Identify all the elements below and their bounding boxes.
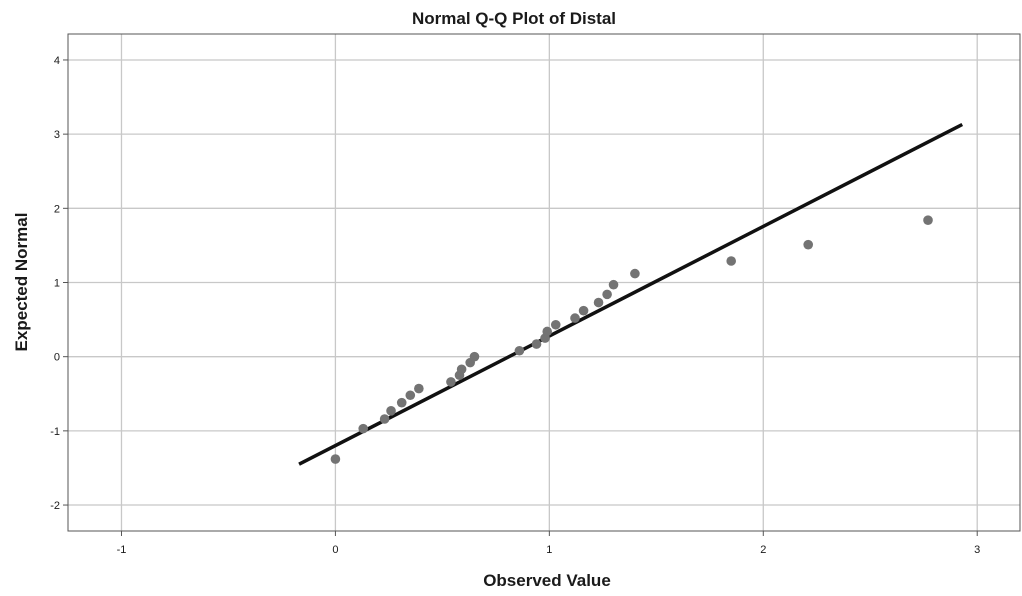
data-point — [630, 268, 640, 279]
data-point — [358, 423, 369, 434]
data-point — [379, 414, 390, 424]
data-point — [514, 345, 525, 356]
data-point — [386, 406, 396, 416]
data-point — [456, 364, 467, 375]
data-point — [550, 319, 561, 330]
data-point — [608, 279, 619, 290]
y-tick-label: 3 — [54, 129, 60, 141]
data-point — [405, 390, 416, 401]
data-point — [531, 339, 542, 349]
chart-title: Normal Q-Q Plot of Distal — [412, 9, 616, 28]
data-point — [330, 454, 341, 464]
axis-ticks: -1 0 1 2 3 -2 -1 0 1 2 3 4 — [50, 55, 980, 556]
x-axis-label: Observed Value — [483, 571, 611, 590]
plot-frame — [67, 33, 1021, 532]
grid-lines — [68, 34, 1020, 531]
data-point — [414, 383, 424, 394]
data-points — [330, 215, 933, 464]
y-tick-label: 1 — [54, 278, 60, 290]
data-point — [593, 297, 604, 308]
data-point — [570, 313, 580, 323]
data-point — [542, 326, 553, 337]
data-point — [396, 397, 407, 408]
data-point — [469, 351, 480, 362]
y-axis-label: Expected Normal — [12, 213, 31, 352]
data-point — [602, 289, 612, 300]
x-tick-label: 0 — [332, 544, 338, 556]
data-point — [803, 239, 814, 250]
y-tick-label: 0 — [54, 352, 60, 364]
reference-line — [298, 122, 964, 466]
y-tick-label: -2 — [50, 500, 60, 512]
data-point — [446, 377, 456, 387]
y-tick-label: 4 — [54, 55, 60, 67]
x-tick-label: 3 — [974, 544, 980, 556]
x-tick-label: 2 — [760, 544, 766, 556]
x-tick-label: 1 — [546, 544, 552, 556]
reference-line-layer — [298, 122, 964, 466]
y-tick-label: 2 — [54, 203, 60, 215]
y-tick-label: -1 — [50, 426, 60, 438]
data-point — [726, 256, 736, 266]
x-tick-label: -1 — [117, 544, 127, 556]
data-point — [923, 215, 933, 225]
data-point — [578, 305, 589, 316]
